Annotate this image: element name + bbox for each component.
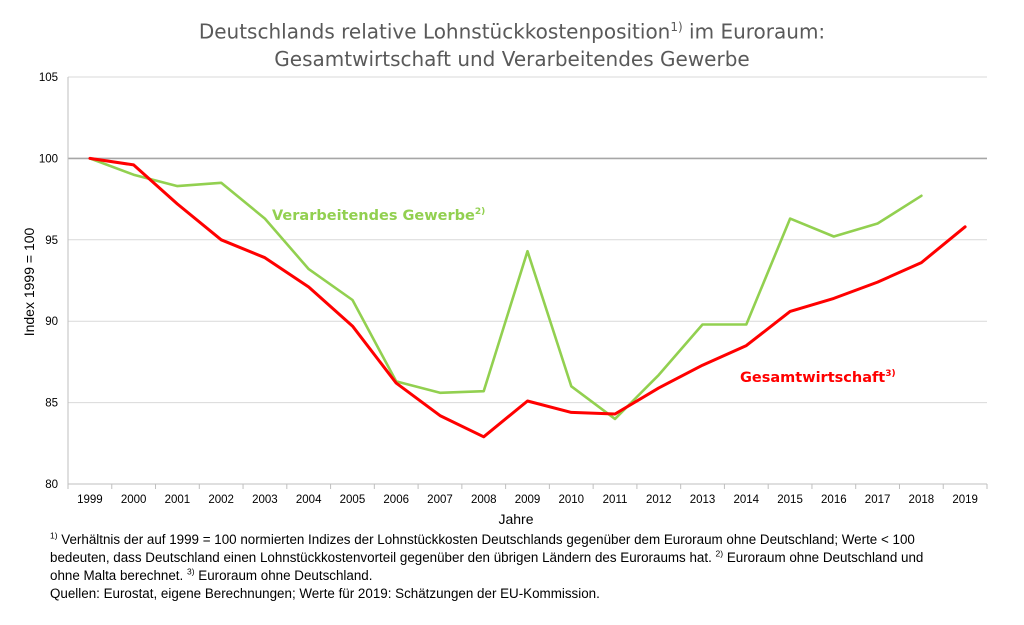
x-tick-label-1999: 1999 (77, 494, 103, 506)
x-tick-label-2014: 2014 (734, 494, 760, 506)
title-text-1: Deutschlands relative Lohnstückkostenpos… (198, 19, 671, 44)
x-axis-ticks: 1999 2000 2001 2002 2003 2004 2005 2006 2007 2008… (67, 484, 988, 506)
series-line-verarbeitendes-gewerbe (88, 157, 923, 421)
footnote-text-2a: bedeuten, dass Deutschland einen Lohnstü… (50, 550, 716, 565)
series-label-gesamtwirtschaft-name: Gesamtwirtschaft (740, 370, 885, 386)
series-label-verarbeitendes-sup: 2) (475, 207, 485, 217)
chart-title-line2: Gesamtwirtschaft und Verarbeitendes Gewe… (274, 46, 750, 71)
x-tick-label-2009: 2009 (515, 494, 541, 506)
footnote-text-3a: ohne Malta berechnet. (50, 568, 187, 583)
footnote-marker-2: 2) (715, 548, 724, 559)
footnote-sources: Quellen: Eurostat, eigene Berechnungen; … (50, 586, 600, 601)
y-tick-label-95: 95 (45, 235, 58, 247)
x-tick-label-2016: 2016 (821, 494, 847, 506)
x-tick-label-2019: 2019 (952, 494, 978, 506)
x-axis-title: Jahre (498, 511, 533, 527)
series-label-verarbeitendes-name: Verarbeitendes Gewerbe (272, 208, 475, 224)
x-tick-label-2017: 2017 (865, 494, 891, 506)
x-tick-label-2000: 2000 (121, 494, 147, 506)
series-lines (88, 156, 967, 439)
title-footnote-marker: 1) (670, 20, 683, 34)
x-tick-label-2007: 2007 (427, 494, 453, 506)
y-axis-title: Index 1999 = 100 (21, 227, 37, 336)
x-tick-label-2012: 2012 (646, 494, 672, 506)
x-tick-label-2010: 2010 (558, 494, 584, 506)
title-text-1b: im Euroraum: (682, 19, 826, 44)
x-tick-label-2005: 2005 (340, 494, 366, 506)
chart-title-line1: Deutschlands relative Lohnstückkostenpos… (0, 14, 1024, 46)
series-line-gesamtwirtschaft (88, 156, 967, 439)
footnote-line-2: bedeuten, dass Deutschland einen Lohnstü… (50, 549, 1010, 567)
gridlines (67, 76, 987, 485)
footnote-text-1: Verhältnis der auf 1999 = 100 normierten… (57, 532, 915, 547)
series-label-verarbeitendes: Verarbeitendes Gewerbe2) (272, 207, 485, 224)
y-tick-label-85: 85 (45, 398, 58, 410)
footnote-line-1: 1) Verhältnis der auf 1999 = 100 normier… (50, 531, 1010, 549)
series-label-gesamtwirtschaft-sup: 3) (885, 369, 895, 379)
x-tick-label-2015: 2015 (777, 494, 803, 506)
y-tick-label-80: 80 (45, 479, 58, 491)
footnote-marker-3: 3) (186, 566, 195, 577)
line-chart: 80 85 90 95 100 105 1999 2000 2001 2002 2003 2004 2… (21, 72, 988, 527)
footnote-text-3b: Euroraum ohne Deutschland. (194, 568, 373, 583)
y-tick-label-105: 105 (39, 72, 58, 84)
x-tick-label-2002: 2002 (208, 494, 234, 506)
series-label-gesamtwirtschaft: Gesamtwirtschaft3) (740, 369, 896, 386)
y-tick-label-90: 90 (45, 316, 58, 328)
x-tick-label-2006: 2006 (383, 494, 409, 506)
chart-title: Deutschlands relative Lohnstückkostenpos… (0, 14, 1024, 73)
footnote-marker-1: 1) (50, 530, 58, 541)
x-tick-label-2003: 2003 (252, 494, 278, 506)
x-tick-label-2001: 2001 (165, 494, 191, 506)
x-tick-label-2011: 2011 (603, 494, 628, 506)
x-tick-label-2004: 2004 (296, 494, 322, 506)
y-tick-label-100: 100 (39, 153, 58, 165)
footnote-line-3: ohne Malta berechnet. 3) Euroraum ohne D… (50, 567, 1010, 585)
y-axis-ticks: 80 85 90 95 100 105 (39, 72, 58, 491)
footnotes: 1) Verhältnis der auf 1999 = 100 normier… (50, 531, 1010, 603)
x-tick-label-2018: 2018 (909, 494, 935, 506)
x-tick-label-2013: 2013 (690, 494, 716, 506)
x-tick-label-2008: 2008 (471, 494, 497, 506)
footnote-text-2b: Euroraum ohne Deutschland und (723, 550, 924, 565)
